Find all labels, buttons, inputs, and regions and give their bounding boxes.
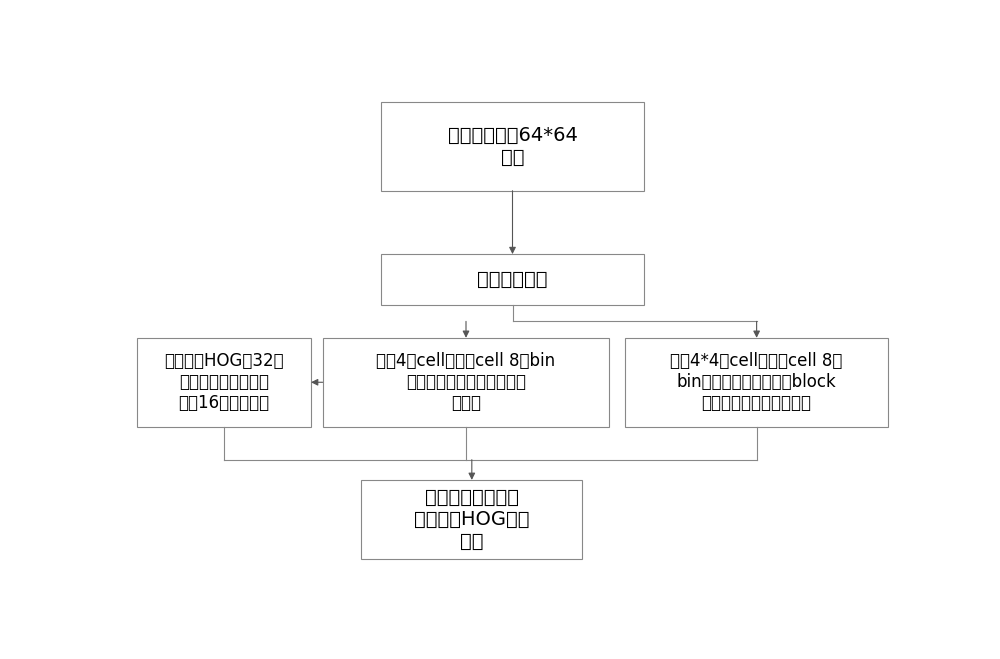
Text: 分成4*4个cell，每个cell 8个
bin统计梯度直方图，将block
直方图组合成第二层特征: 分成4*4个cell，每个cell 8个 bin统计梯度直方图，将block 直… [670, 353, 843, 412]
Bar [625, 338, 888, 426]
Text: 图像梯度计算: 图像梯度计算 [477, 270, 548, 289]
Bar [361, 480, 582, 559]
Bar [137, 338, 311, 426]
Text: 将三个向量串接，
得到分层HOG对称
向量: 将三个向量串接， 得到分层HOG对称 向量 [414, 488, 530, 551]
Text: 图像归一化为64*64
像素: 图像归一化为64*64 像素 [448, 126, 577, 167]
Bar [381, 102, 644, 190]
Text: 由第一层HOG的32维
向量经过对称计算，
得到16维对称向量: 由第一层HOG的32维 向量经过对称计算， 得到16维对称向量 [164, 353, 284, 412]
Text: 分成4个cell，每个cell 8个bin
统计梯度直方图，得到第一
层特征: 分成4个cell，每个cell 8个bin 统计梯度直方图，得到第一 层特征 [376, 353, 556, 412]
Bar [381, 254, 644, 305]
Bar [323, 338, 609, 426]
